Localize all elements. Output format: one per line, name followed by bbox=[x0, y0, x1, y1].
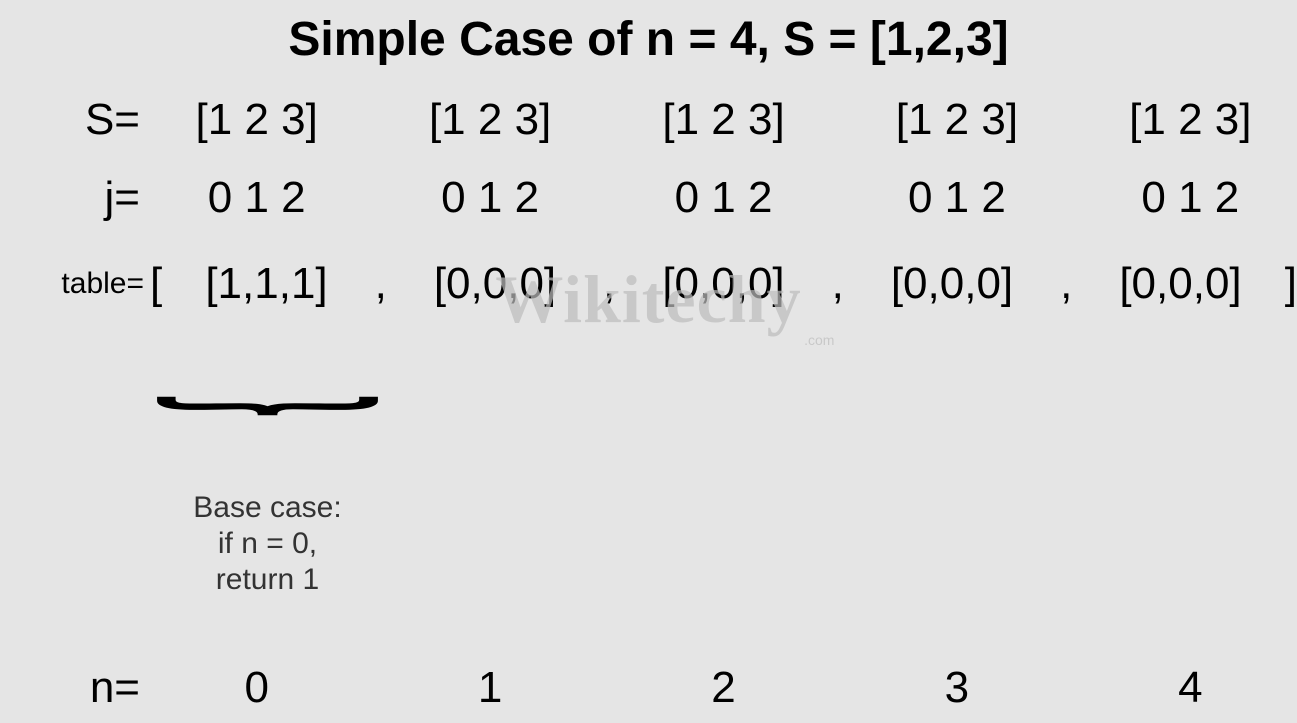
base-case-line: if n = 0, bbox=[185, 526, 350, 562]
n-col: 1 bbox=[383, 663, 596, 713]
table-row: table= [ [1,1,1] , [0,0,0] , [0,0,0] , [… bbox=[0, 259, 1297, 309]
watermark-sub: .com bbox=[804, 332, 834, 348]
s-row: S= [1 2 3] [1 2 3] [1 2 3] [1 2 3] [1 2 … bbox=[0, 95, 1297, 145]
base-case-line: Base case: bbox=[185, 490, 350, 526]
close-bracket: ] bbox=[1285, 259, 1297, 309]
separator: , bbox=[1056, 259, 1076, 309]
brace-icon: ︸ bbox=[61, 409, 474, 451]
s-col: [1 2 3] bbox=[383, 95, 596, 145]
j-col: 0 1 2 bbox=[850, 173, 1063, 223]
table-label: table= bbox=[0, 267, 150, 301]
n-col: 2 bbox=[617, 663, 830, 713]
j-label: j= bbox=[0, 173, 150, 223]
s-col: [1 2 3] bbox=[617, 95, 830, 145]
base-case-annotation: ︸ Base case: if n = 0, return 1 bbox=[185, 400, 350, 598]
n-col: 0 bbox=[150, 663, 363, 713]
j-col: 0 1 2 bbox=[1084, 173, 1297, 223]
table-cell: [0,0,0] bbox=[848, 259, 1057, 309]
n-columns: 0 1 2 3 4 bbox=[150, 663, 1297, 713]
table-cell: [0,0,0] bbox=[1076, 259, 1285, 309]
diagram-title: Simple Case of n = 4, S = [1,2,3] bbox=[0, 0, 1297, 67]
separator: , bbox=[599, 259, 619, 309]
s-columns: [1 2 3] [1 2 3] [1 2 3] [1 2 3] [1 2 3] bbox=[150, 95, 1297, 145]
s-label: S= bbox=[0, 95, 150, 145]
base-case-line: return 1 bbox=[185, 562, 350, 598]
n-row: n= 0 1 2 3 4 bbox=[0, 663, 1297, 713]
s-col: [1 2 3] bbox=[1084, 95, 1297, 145]
separator: , bbox=[371, 259, 391, 309]
n-col: 4 bbox=[1084, 663, 1297, 713]
base-case-text: Base case: if n = 0, return 1 bbox=[185, 490, 350, 598]
s-col: [1 2 3] bbox=[850, 95, 1063, 145]
s-col: [1 2 3] bbox=[150, 95, 363, 145]
j-col: 0 1 2 bbox=[617, 173, 830, 223]
separator: , bbox=[828, 259, 848, 309]
j-row: j= 0 1 2 0 1 2 0 1 2 0 1 2 0 1 2 bbox=[0, 173, 1297, 223]
n-col: 3 bbox=[850, 663, 1063, 713]
j-col: 0 1 2 bbox=[150, 173, 363, 223]
j-col: 0 1 2 bbox=[383, 173, 596, 223]
j-columns: 0 1 2 0 1 2 0 1 2 0 1 2 0 1 2 bbox=[150, 173, 1297, 223]
table-cell: [0,0,0] bbox=[391, 259, 600, 309]
table-content: [ [1,1,1] , [0,0,0] , [0,0,0] , [0,0,0] … bbox=[150, 259, 1297, 309]
table-cells: [1,1,1] , [0,0,0] , [0,0,0] , [0,0,0] , … bbox=[162, 259, 1285, 309]
table-cell: [1,1,1] bbox=[162, 259, 371, 309]
open-bracket: [ bbox=[150, 259, 162, 309]
table-cell: [0,0,0] bbox=[619, 259, 828, 309]
n-label: n= bbox=[0, 663, 150, 713]
